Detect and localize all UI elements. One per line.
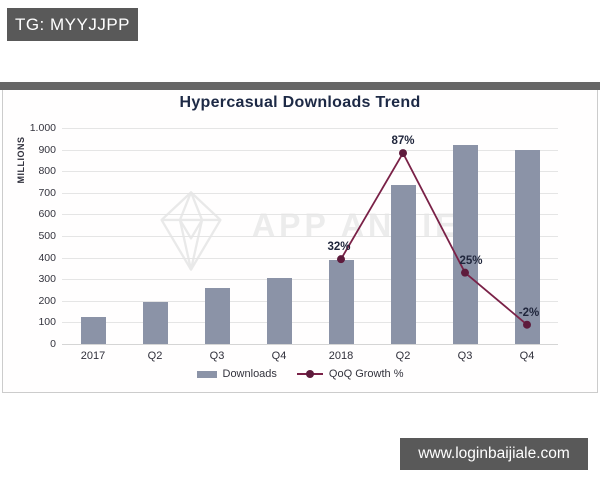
gridline: [62, 214, 558, 216]
y-tick-label: 400: [38, 251, 56, 264]
gridline: [62, 279, 558, 281]
x-tick-label: Q4: [519, 350, 535, 362]
legend-growth-label: QoQ Growth %: [328, 368, 404, 380]
gridline: [62, 236, 558, 237]
chart-legend: Downloads QoQ Growth %: [2, 366, 598, 382]
y-tick-label: 1.000: [29, 122, 56, 134]
y-tick-label: 200: [38, 294, 56, 307]
x-tick-label: 2017: [80, 350, 106, 362]
data-point-label: -2%: [518, 306, 540, 319]
site-watermark-text: www.loginbaijiale.com: [418, 445, 570, 462]
legend-item-qoq-growth: QoQ Growth %: [296, 368, 404, 380]
x-tick-label: Q2: [395, 350, 411, 362]
line-marker: [461, 268, 469, 277]
data-point-label: 87%: [391, 135, 415, 148]
bar-Q4: [514, 149, 540, 344]
chart-title: Hypercasual Downloads Trend: [179, 94, 421, 111]
y-tick-label: 700: [38, 186, 56, 199]
gridline: [62, 322, 558, 324]
bar-2017: [80, 317, 106, 344]
bar-Q4: [266, 278, 292, 344]
x-tick-label: Q3: [209, 350, 225, 362]
site-watermark-label: www.loginbaijiale.com: [400, 438, 588, 470]
legend-item-downloads: Downloads: [196, 368, 277, 380]
x-tick-label: Q3: [457, 350, 473, 362]
downloads-swatch-icon: [196, 370, 217, 378]
y-tick-label: 0: [50, 338, 56, 350]
data-point-label: 25%: [459, 254, 483, 267]
x-tick-label: 2018: [328, 350, 354, 362]
y-tick-label: 300: [38, 273, 56, 286]
legend-downloads-label: Downloads: [222, 368, 277, 380]
y-tick-label: 800: [38, 165, 56, 178]
chart-panel-top-strip: [0, 82, 600, 90]
data-point-label: 32%: [327, 241, 351, 254]
bar-Q2: [390, 185, 416, 344]
gridline: [62, 257, 558, 259]
y-tick-label: 100: [38, 316, 56, 329]
bar-Q3: [452, 145, 478, 344]
gridline: [62, 300, 558, 302]
y-tick-label: 600: [38, 208, 56, 221]
line-marker: [523, 320, 531, 329]
gridline: [62, 192, 558, 194]
app-annie-diamond-icon: [160, 191, 222, 271]
gridline: [62, 171, 558, 173]
x-tick-label: Q2: [147, 350, 163, 362]
tg-watermark-text: TG: MYYJJPP: [14, 14, 131, 34]
y-tick-label: 900: [38, 143, 56, 156]
gridline: [62, 128, 558, 129]
tg-watermark-label: TG: MYYJJPP: [7, 8, 138, 41]
bar-2018: [328, 259, 354, 344]
bar-Q2: [142, 301, 168, 344]
bar-Q3: [204, 287, 230, 344]
x-tick-label: Q4: [271, 350, 287, 362]
line-marker: [399, 149, 407, 158]
line-marker: [337, 255, 345, 264]
y-tick-label: 500: [38, 230, 56, 242]
qoq-line-swatch-icon: [296, 370, 323, 378]
gridline: [62, 344, 558, 345]
gridline: [62, 149, 558, 151]
